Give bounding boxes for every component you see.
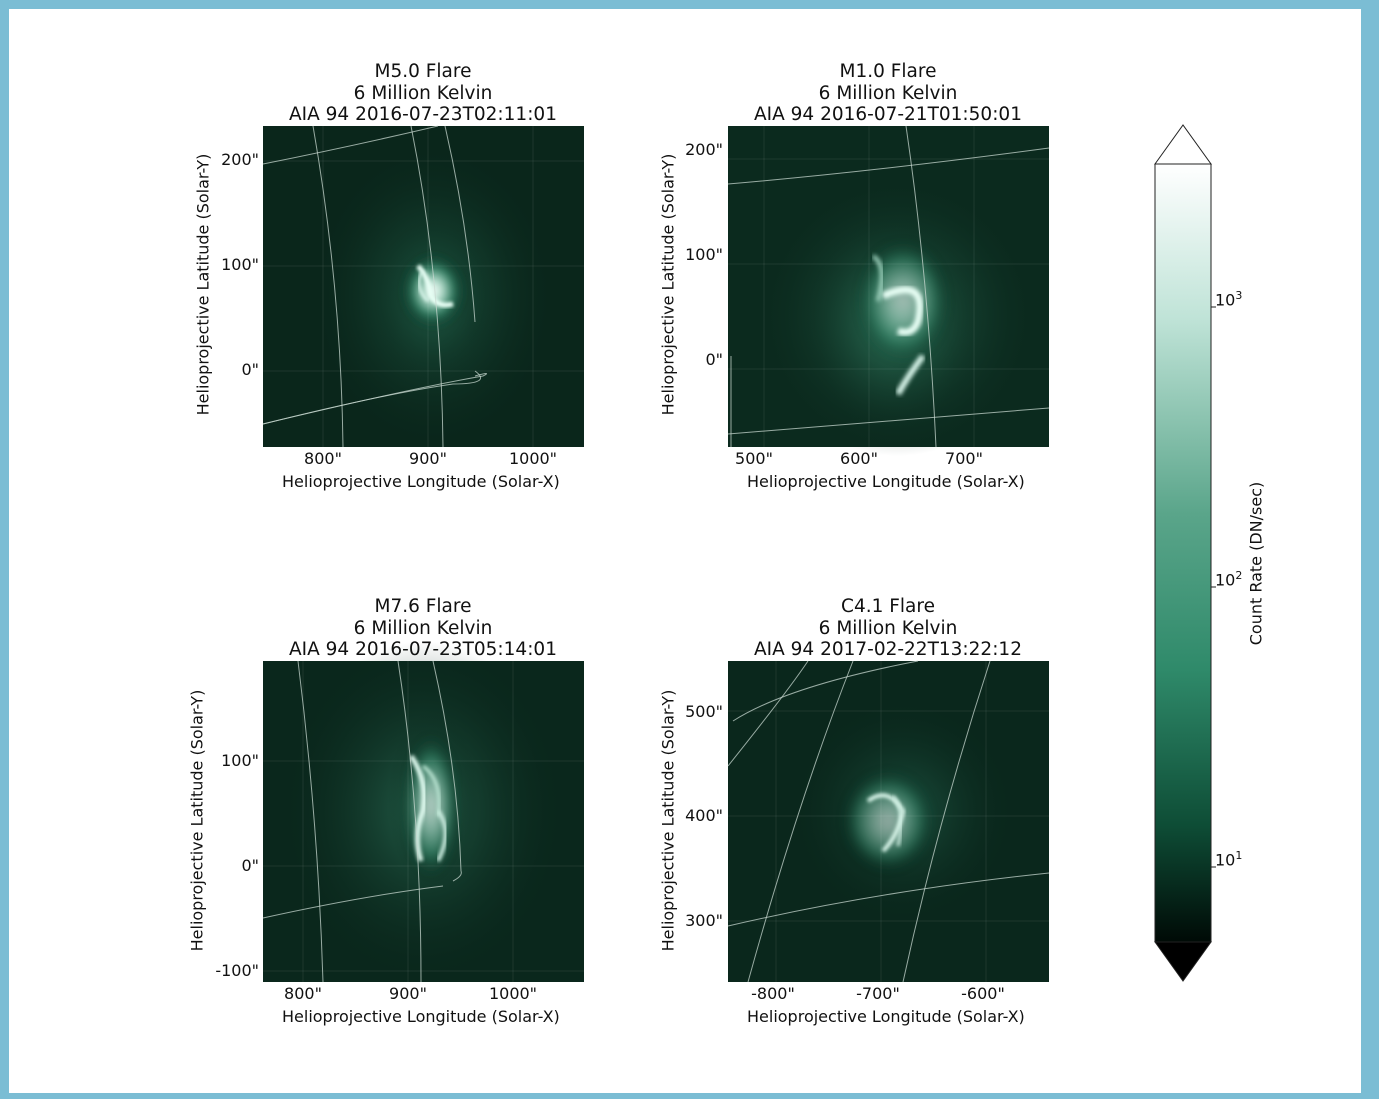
panel-1-title: M5.0 Flare 6 Million Kelvin AIA 94 2016-… (213, 61, 633, 126)
panel-2-ytick: 0" (705, 350, 723, 369)
panel-1-ytick: 200" (221, 150, 259, 169)
figure-canvas: M5.0 Flare 6 Million Kelvin AIA 94 2016-… (9, 9, 1361, 1093)
panel-4-temperature: 6 Million Kelvin (818, 617, 958, 639)
panel-2-ytick: 200" (685, 140, 723, 159)
panel-4-ytick: 400" (685, 806, 723, 825)
colorbar-gradient (1154, 163, 1212, 943)
panel-1-ytick: 100" (221, 255, 259, 274)
panel-3-ylabel: Helioprojective Latitude (Solar-Y) (187, 689, 207, 952)
panel-1-observation: AIA 94 2016-07-23T02:11:01 (289, 104, 557, 125)
panel-1-xtick: 900" (409, 449, 447, 468)
panel-1-ylabel: Helioprojective Latitude (Solar-Y) (193, 153, 213, 416)
panel-3-xtick: 1000" (488, 984, 538, 1003)
panel-2-image (727, 125, 1050, 456)
panel-3-xtick: 800" (284, 984, 322, 1003)
panel-4-ytick: 300" (685, 911, 723, 930)
panel-4-xtick: -600" (961, 984, 1005, 1003)
panel-4-xlabel: Helioprojective Longitude (Solar-X) (747, 1007, 1025, 1026)
panel-3-image (262, 641, 584, 983)
panel-2-temperature: 6 Million Kelvin (818, 82, 958, 104)
colorbar-tick-100: 102 (1215, 569, 1243, 590)
panel-1-xlabel: Helioprojective Longitude (Solar-X) (282, 472, 560, 491)
panel-2-flare-class: M1.0 Flare (839, 61, 937, 82)
panel-2-xtick: 600" (840, 449, 878, 468)
colorbar (1154, 124, 1216, 982)
panel-3-xtick: 900" (389, 984, 427, 1003)
panel-2-xtick: 700" (945, 449, 983, 468)
panel-1-temperature: 6 Million Kelvin (353, 82, 493, 104)
panel-3-xlabel: Helioprojective Longitude (Solar-X) (282, 1007, 560, 1026)
panel-4-ytick: 500" (685, 702, 723, 721)
panel-1-flare-class: M5.0 Flare (374, 61, 472, 82)
panel-4-ylabel: Helioprojective Latitude (Solar-Y) (658, 689, 678, 952)
panel-4-image (727, 660, 1050, 983)
panel-2-observation: AIA 94 2016-07-21T01:50:01 (754, 104, 1022, 125)
panel-4-observation: AIA 94 2017-02-22T13:22:12 (754, 639, 1022, 660)
panel-2-title: M1.0 Flare 6 Million Kelvin AIA 94 2016-… (678, 61, 1098, 126)
panel-1-image (262, 125, 584, 448)
panel-4-title: C4.1 Flare 6 Million Kelvin AIA 94 2017-… (678, 596, 1098, 661)
colorbar-tick-1000: 103 (1215, 289, 1243, 310)
colorbar-label: Count Rate (DN/sec) (1246, 481, 1266, 646)
panel-4-xtick: -700" (856, 984, 900, 1003)
panel-4-flare-class: C4.1 Flare (841, 596, 935, 617)
panel-4-xtick: -800" (751, 984, 795, 1003)
colorbar-extend-min (1154, 941, 1212, 982)
panel-1-xtick: 1000" (508, 449, 558, 468)
panel-3-temperature: 6 Million Kelvin (353, 617, 493, 639)
colorbar-extend-max (1154, 124, 1212, 165)
panel-1-ytick: 0" (241, 360, 259, 379)
panel-1-xtick: 800" (304, 449, 342, 468)
panel-2-ylabel: Helioprojective Latitude (Solar-Y) (658, 153, 678, 416)
panel-2-xlabel: Helioprojective Longitude (Solar-X) (747, 472, 1025, 491)
panel-3-ytick: -100" (215, 961, 259, 980)
panel-3-flare-class: M7.6 Flare (374, 596, 472, 617)
panel-3-ytick: 100" (221, 751, 259, 770)
panel-3-ytick: 0" (241, 856, 259, 875)
panel-2-ytick: 100" (685, 245, 723, 264)
colorbar-tick-10: 101 (1215, 849, 1243, 870)
panel-2-xtick: 500" (735, 449, 773, 468)
